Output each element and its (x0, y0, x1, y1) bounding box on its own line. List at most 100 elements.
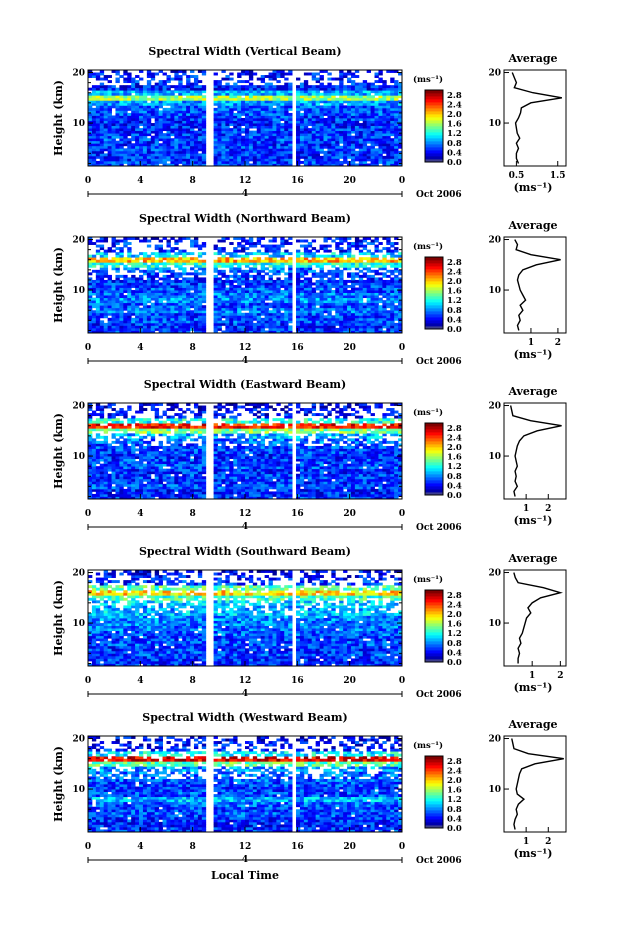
heatmap-cell (190, 320, 195, 324)
heatmap-cell (327, 325, 332, 329)
heatmap-cell (158, 158, 163, 162)
heatmap-cell (268, 297, 273, 301)
heatmap-cell (190, 257, 195, 261)
heatmap-cell (237, 107, 242, 111)
heatmap-cell (150, 310, 156, 314)
heatmap-cell (272, 158, 277, 162)
heatmap-cell (127, 282, 132, 286)
heatmap-cell (299, 100, 305, 104)
heatmap-cell (390, 143, 395, 147)
heatmap-cell (288, 115, 293, 119)
heatmap-cell (358, 87, 364, 91)
heatmap-cell (288, 100, 293, 104)
heatmap-cell (193, 120, 199, 124)
heatmap-cell (182, 327, 187, 331)
heatmap-cell (315, 130, 320, 134)
heatmap-cell (252, 85, 258, 89)
heatmap-cell (233, 287, 238, 291)
heatmap-cell (350, 163, 356, 167)
heatmap-cell (123, 155, 128, 159)
heatmap-cell (260, 330, 266, 334)
heatmap-cell (225, 322, 230, 326)
heatmap-cell (178, 317, 183, 321)
heatmap-cell (182, 115, 187, 119)
heatmap-cell (237, 327, 242, 331)
heatmap-cell (154, 322, 160, 326)
heatmap-cell (88, 107, 93, 111)
heatmap-cell (103, 325, 109, 329)
heatmap-cell (327, 130, 332, 134)
heatmap-cell (225, 112, 230, 116)
heatmap-cell (303, 290, 309, 293)
heatmap-cell (88, 128, 93, 132)
heatmap-cell (374, 75, 379, 78)
heatmap-cell (213, 150, 218, 154)
heatmap-cell (91, 292, 97, 296)
heatmap-cell (327, 87, 332, 91)
heatmap-cell (284, 128, 289, 132)
heatmap-cell (95, 95, 101, 99)
heatmap-cell (99, 300, 105, 304)
heatmap-cell (178, 97, 183, 101)
heatmap-cell (229, 145, 234, 149)
heatmap-cell (213, 110, 218, 114)
heatmap-cell (241, 295, 246, 299)
colorbar-segment (425, 117, 443, 121)
heatmap-cell (221, 140, 226, 144)
heatmap-cell (315, 297, 320, 301)
heatmap-cell (150, 148, 156, 152)
heatmap-cell (354, 130, 360, 134)
heatmap-cell (307, 148, 313, 152)
heatmap-cell (280, 95, 285, 99)
colorbar-segment (425, 159, 443, 163)
heatmap-cell (103, 85, 109, 89)
heatmap-cell (319, 272, 324, 276)
heatmap-cell (362, 274, 368, 278)
heatmap-cell (339, 145, 344, 149)
heatmap-cell (362, 148, 368, 152)
heatmap-cell (347, 295, 352, 299)
heatmap-cell (88, 277, 93, 281)
heatmap-cell (95, 155, 101, 159)
heatmap-cell (311, 257, 317, 261)
heatmap-cell (123, 295, 128, 299)
heatmap-cell (166, 322, 171, 326)
heatmap-cell (217, 305, 222, 309)
heatmap-cell (386, 282, 391, 286)
heatmap-cell (146, 244, 152, 248)
heatmap-cell (95, 287, 101, 291)
heatmap-cell (276, 150, 281, 154)
heatmap-cell (307, 292, 313, 296)
heatmap-cell (131, 312, 136, 316)
heatmap-cell (256, 239, 262, 243)
heatmap-cell (154, 279, 160, 283)
heatmap-cell (366, 95, 372, 99)
heatmap-cell (233, 254, 238, 258)
heatmap-cell (335, 97, 340, 101)
heatmap-cell (135, 140, 140, 144)
heatmap-cell (241, 163, 246, 167)
heatmap-cell (390, 105, 395, 109)
heatmap-cell (307, 120, 313, 124)
heatmap-cell (350, 87, 356, 91)
heatmap-cell (327, 128, 332, 132)
heatmap-cell (327, 292, 332, 296)
heatmap-cell (213, 325, 218, 329)
heatmap-cell (182, 150, 187, 154)
heatmap-cell (354, 302, 360, 306)
heatmap-cell (335, 292, 340, 296)
heatmap-cell (162, 264, 167, 268)
heatmap-cell (150, 272, 156, 276)
heatmap-cell (272, 290, 277, 293)
heatmap-cell (398, 135, 403, 139)
heatmap-cell (245, 70, 250, 73)
heatmap-cell (256, 138, 262, 142)
heatmap-cell (323, 262, 328, 266)
heatmap-cell (382, 160, 387, 164)
heatmap-cell (201, 102, 207, 106)
heatmap-cell (142, 158, 148, 162)
heatmap-cell (193, 115, 199, 119)
heatmap-cell (260, 252, 266, 256)
heatmap-cell (343, 315, 348, 319)
heatmap-cell (264, 310, 269, 314)
